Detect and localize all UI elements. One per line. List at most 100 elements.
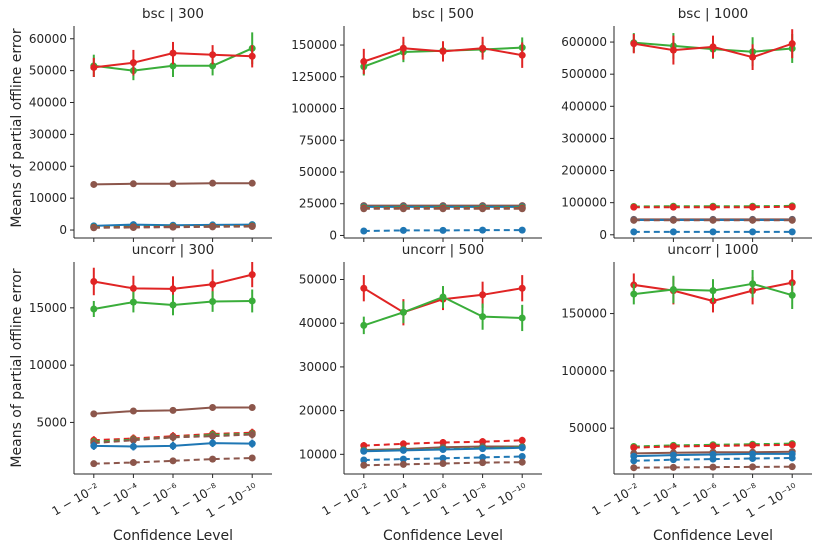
data-point [169, 285, 177, 293]
y-tick-label: 50000 [299, 165, 337, 179]
x-axis-label: Confidence Level [383, 528, 503, 544]
data-point [399, 308, 407, 316]
data-point [630, 464, 638, 472]
y-tick-label: 75000 [299, 133, 337, 147]
data-point [439, 47, 447, 55]
data-point [479, 459, 487, 467]
data-point [169, 62, 177, 70]
series-brown-dashed [360, 205, 526, 213]
data-point [709, 287, 717, 295]
y-tick-label: 150000 [561, 307, 607, 321]
data-point [169, 49, 177, 57]
series-brown-dashed [360, 458, 526, 469]
series-brown-dashed [90, 454, 256, 468]
data-point [439, 226, 447, 234]
data-point [669, 203, 677, 211]
y-tick-label: 0 [599, 228, 607, 242]
data-point [209, 223, 217, 231]
data-point [518, 458, 526, 466]
data-point [209, 404, 217, 412]
data-point [169, 301, 177, 309]
data-point [90, 410, 98, 418]
y-tick-label: 15000 [29, 301, 67, 315]
data-point [360, 447, 368, 455]
data-point [749, 280, 757, 288]
series-red-solid [360, 36, 526, 75]
y-tick-label: 40000 [299, 316, 337, 330]
data-point [248, 440, 256, 448]
series-line [93, 431, 253, 442]
y-axis-label-bottom: Means of partial offline error [9, 268, 25, 467]
data-point [749, 455, 757, 463]
data-point [788, 463, 796, 471]
data-point [90, 277, 98, 285]
y-tick-label: 25000 [299, 197, 337, 211]
series-blue-dashed [360, 453, 526, 464]
data-point [439, 446, 447, 454]
series-green-solid [360, 286, 526, 335]
data-point [169, 433, 177, 441]
y-tick-label: 10000 [299, 447, 337, 461]
data-point [209, 455, 217, 463]
subplot-3: bsc | 1000 0 100000 200000 300000 400000 50000… [561, 6, 812, 242]
data-point [749, 203, 757, 211]
data-point [439, 439, 447, 447]
series-brown-dashed [630, 216, 796, 224]
data-point [129, 442, 137, 450]
data-point [360, 205, 368, 213]
data-point [630, 40, 638, 48]
data-point [788, 454, 796, 462]
data-point [788, 216, 796, 224]
series-blue-dashed [630, 228, 796, 236]
y-tick-label: 60000 [29, 32, 67, 46]
data-point [248, 404, 256, 412]
series-brown-dashed [90, 430, 256, 448]
data-point [360, 456, 368, 464]
data-point [209, 62, 217, 70]
data-point [90, 63, 98, 71]
data-point [749, 463, 757, 471]
data-point [788, 40, 796, 48]
data-point [518, 453, 526, 461]
data-point [129, 180, 137, 188]
data-point [399, 44, 407, 52]
y-tick-label: 40000 [29, 96, 67, 110]
data-point [439, 460, 447, 468]
data-point [709, 228, 717, 236]
data-point [479, 205, 487, 213]
y-tick-label: 20000 [29, 159, 67, 173]
y-tick-label: 100000 [561, 364, 607, 378]
subplot-1: bsc | 300 0 10000 20000 30000 40000 50000 60000 [29, 6, 272, 242]
data-point [518, 314, 526, 322]
data-point [248, 454, 256, 462]
subplot-title: bsc | 300 [142, 6, 204, 22]
data-point [479, 44, 487, 52]
data-point [360, 321, 368, 329]
data-point [399, 460, 407, 468]
data-point [399, 455, 407, 463]
series-line [363, 461, 523, 467]
data-point [669, 216, 677, 224]
data-point [209, 298, 217, 306]
data-point [90, 305, 98, 313]
series-brown-dashed [630, 463, 796, 472]
data-point [129, 459, 137, 467]
y-tick-label: 50000 [299, 272, 337, 286]
data-point [479, 291, 487, 299]
y-tick-label: 10000 [29, 358, 67, 372]
data-point [630, 290, 638, 298]
data-point [209, 51, 217, 59]
data-point [209, 280, 217, 288]
data-point [360, 227, 368, 235]
data-point [248, 52, 256, 60]
y-tick-label: 125000 [291, 70, 337, 84]
subplot-2: bsc | 500 0 25000 50000 75000 100000 125000 150… [291, 6, 542, 242]
y-tick-label: 0 [59, 223, 67, 237]
data-point [90, 180, 98, 188]
data-point [749, 228, 757, 236]
series-brown-solid [90, 404, 256, 418]
subplot-title: uncorr | 1000 [667, 242, 758, 258]
series-line [93, 433, 253, 445]
